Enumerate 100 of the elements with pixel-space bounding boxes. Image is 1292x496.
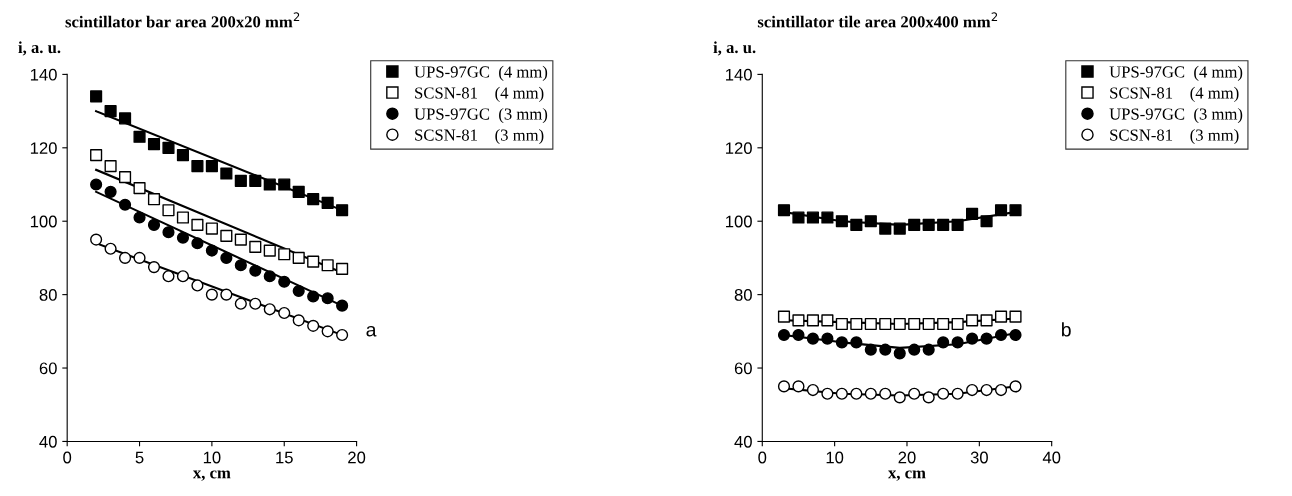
point (951, 317, 964, 331)
point (133, 182, 146, 195)
point (908, 218, 921, 231)
chart-title: scintillator tile area 200x400 mm$^{2}$ (757, 12, 998, 28)
point (292, 314, 305, 327)
point (792, 380, 805, 393)
point (922, 391, 935, 404)
point (951, 218, 964, 231)
x-tick-label: 0 (758, 451, 767, 464)
y-tick-label: 140 (726, 68, 752, 81)
y-tick-label: 120 (726, 142, 752, 155)
point (147, 193, 161, 206)
point (176, 149, 190, 162)
point (278, 275, 291, 288)
point (133, 130, 146, 143)
point (893, 347, 906, 360)
legend-label: SCSN-81 (4 mm) (1110, 86, 1239, 102)
legend-label: UPS-97GC (4 mm) (414, 65, 548, 81)
point (835, 317, 848, 331)
legend-label: SCSN-81 (3 mm) (1110, 128, 1239, 145)
point (864, 215, 877, 228)
point (1009, 380, 1022, 393)
point (249, 297, 262, 310)
x-tick-label: 30 (970, 451, 988, 464)
point (263, 270, 276, 283)
legend-label: SCSN-81 (4 mm) (415, 86, 544, 102)
point (118, 198, 132, 211)
point (234, 174, 247, 187)
point (994, 383, 1008, 397)
point (879, 387, 892, 400)
point (191, 160, 204, 173)
point (191, 218, 204, 231)
point (307, 290, 320, 303)
point (220, 167, 233, 180)
point (864, 343, 877, 356)
x-tick-label: 40 (1042, 451, 1061, 464)
point (922, 317, 935, 331)
x-tick-label: 20 (898, 451, 916, 464)
y-tick-label: 100 (30, 215, 57, 228)
point (321, 325, 334, 338)
point (133, 211, 146, 224)
point (937, 387, 950, 400)
point (994, 204, 1008, 217)
point (980, 215, 993, 228)
point (893, 391, 906, 404)
y-tick-label: 60 (39, 362, 57, 375)
point (162, 226, 175, 239)
point (278, 306, 291, 320)
point (321, 292, 334, 305)
point (162, 141, 175, 154)
point (191, 279, 204, 292)
y-tick-label: 80 (734, 289, 752, 301)
point (980, 383, 993, 397)
point (336, 299, 349, 312)
point (821, 332, 834, 345)
x-tick-label: 10 (203, 451, 221, 464)
point (777, 204, 791, 217)
text: a (366, 325, 377, 337)
point (806, 383, 820, 397)
point (850, 218, 863, 231)
point (893, 222, 906, 235)
point (104, 185, 117, 198)
point (777, 380, 791, 393)
point (249, 240, 262, 253)
point (821, 387, 834, 400)
point (307, 255, 320, 268)
point (908, 317, 921, 331)
point (336, 262, 349, 276)
point (263, 178, 276, 191)
point (792, 328, 805, 342)
point (147, 218, 161, 231)
point (922, 218, 935, 231)
point (321, 259, 334, 272)
point (850, 387, 863, 400)
chart-title: scintillator bar area 200x20 mm$^{2}$ (65, 12, 300, 28)
point (1009, 310, 1022, 323)
point (191, 237, 204, 250)
point (147, 261, 161, 274)
point (205, 288, 218, 301)
point (220, 251, 233, 264)
point (777, 328, 791, 342)
point (90, 149, 103, 162)
point (307, 319, 320, 332)
point (994, 310, 1008, 323)
point (220, 229, 233, 242)
x-tick-label: 5 (135, 451, 144, 464)
point (249, 264, 262, 277)
point (835, 387, 848, 400)
point (864, 317, 877, 331)
point (806, 211, 820, 224)
point (176, 270, 190, 283)
point (980, 332, 993, 345)
y-tick-label: 100 (726, 215, 752, 228)
point (220, 288, 233, 301)
point (118, 171, 132, 184)
point (966, 207, 979, 220)
point (278, 248, 291, 261)
x-tick-label: 15 (276, 451, 293, 464)
point (147, 138, 161, 151)
y-tick-label: 80 (39, 289, 57, 301)
